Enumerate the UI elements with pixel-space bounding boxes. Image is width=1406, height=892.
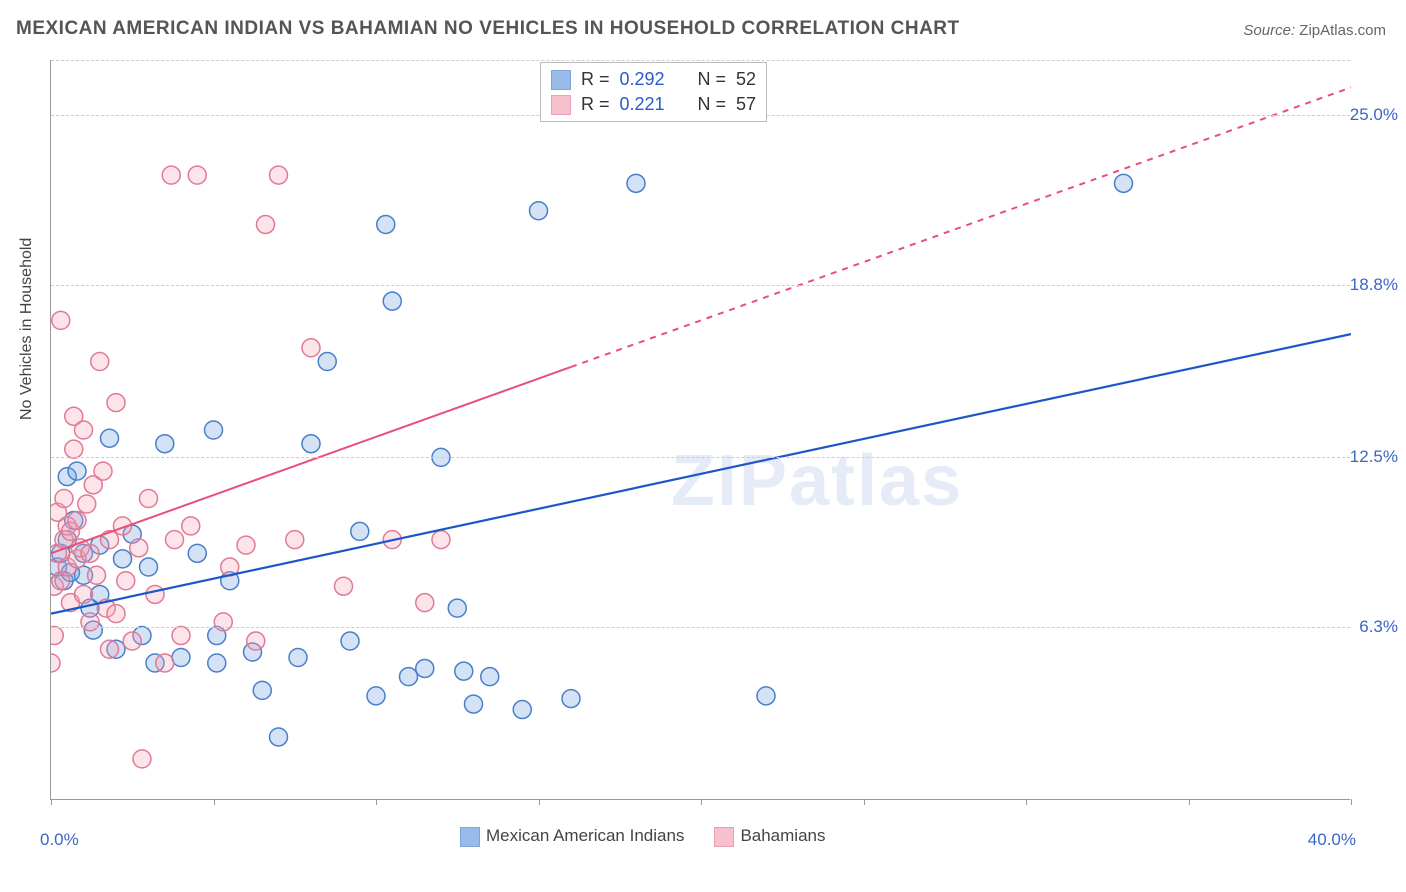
y-axis-label: No Vehicles in Household: [18, 238, 36, 420]
swatch-icon: [551, 70, 571, 90]
chart-title: MEXICAN AMERICAN INDIAN VS BAHAMIAN NO V…: [16, 18, 960, 40]
y-tick-label: 6.3%: [1359, 617, 1398, 637]
source-label: Source:: [1243, 22, 1299, 39]
swatch-icon: [460, 827, 480, 847]
y-tick-label: 25.0%: [1350, 105, 1398, 125]
source-name: ZipAtlas.com: [1299, 22, 1386, 39]
r-value: 0.292: [620, 69, 680, 90]
legend-label: Mexican American Indians: [486, 826, 684, 845]
y-tick-label: 12.5%: [1350, 447, 1398, 467]
watermark: ZIPatlas: [671, 440, 963, 522]
y-tick-label: 18.8%: [1350, 275, 1398, 295]
r-value: 0.221: [620, 94, 680, 115]
n-label: N =: [698, 69, 727, 90]
legend-item: Mexican American Indians: [460, 826, 684, 847]
x-axis-min-label: 0.0%: [40, 830, 79, 850]
stats-legend: R = 0.292 N = 52 R = 0.221 N = 57: [540, 62, 767, 122]
bottom-legend: Mexican American Indians Bahamians: [460, 826, 826, 847]
x-axis-max-label: 40.0%: [1308, 830, 1356, 850]
r-label: R =: [581, 69, 610, 90]
stats-row-1: R = 0.221 N = 57: [551, 92, 756, 117]
stats-row-0: R = 0.292 N = 52: [551, 67, 756, 92]
n-label: N =: [698, 94, 727, 115]
legend-item: Bahamians: [714, 826, 825, 847]
scatter-chart: [51, 60, 1351, 800]
swatch-icon: [551, 95, 571, 115]
n-value: 52: [736, 69, 756, 90]
plot-area: ZIPatlas: [50, 60, 1350, 800]
n-value: 57: [736, 94, 756, 115]
swatch-icon: [714, 827, 734, 847]
r-label: R =: [581, 94, 610, 115]
source-credit: Source: ZipAtlas.com: [1243, 22, 1386, 39]
legend-label: Bahamians: [740, 826, 825, 845]
